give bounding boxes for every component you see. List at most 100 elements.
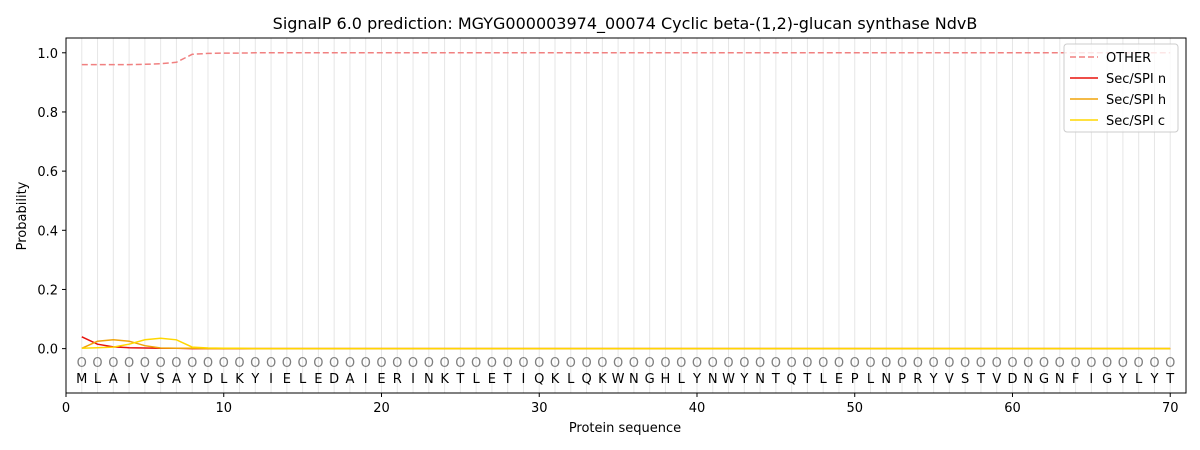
- sequence-letter: L: [299, 372, 307, 387]
- region-marker: O: [928, 356, 938, 371]
- sequence-letter: G: [1102, 372, 1112, 387]
- region-marker: O: [203, 356, 213, 371]
- sequence-letter: G: [1039, 372, 1049, 387]
- region-marker: O: [960, 356, 970, 371]
- region-marker: O: [424, 356, 434, 371]
- legend: OTHER Sec/SPI n Sec/SPI h Sec/SPI c: [1063, 43, 1179, 133]
- region-marker: O: [566, 356, 576, 371]
- x-tick-label: 20: [373, 401, 390, 416]
- region-marker: O: [392, 356, 402, 371]
- region-marker: O: [613, 356, 623, 371]
- series-line-2: [81, 339, 1171, 350]
- region-marker: O: [171, 356, 181, 371]
- x-tick-label: 70: [1162, 401, 1179, 416]
- sequence-letter: I: [522, 372, 526, 387]
- sequence-letter: E: [488, 372, 496, 387]
- sequence-letter: L: [473, 372, 481, 387]
- sequence-letter: I: [364, 372, 368, 387]
- sequence-letter: I: [411, 372, 415, 387]
- series-line-0: [81, 52, 1171, 66]
- sequence-letter: L: [867, 372, 875, 387]
- region-marker: O: [771, 356, 781, 371]
- legend-label: Sec/SPI n: [1106, 72, 1166, 87]
- x-tick-label: 0: [62, 401, 70, 416]
- sequence-letter: A: [172, 372, 181, 387]
- x-tick-label: 40: [689, 401, 706, 416]
- region-marker: O: [92, 356, 102, 371]
- y-tick-label: 0.6: [37, 165, 58, 180]
- sequence-letter: E: [377, 372, 385, 387]
- region-marker: O: [439, 356, 449, 371]
- sequence-letter: Q: [534, 372, 544, 387]
- region-marker: O: [1102, 356, 1112, 371]
- sequence-letter: A: [345, 372, 354, 387]
- region-marker: O: [298, 356, 308, 371]
- region-marker: O: [471, 356, 481, 371]
- sequence-letter: M: [76, 372, 87, 387]
- sequence-letter: T: [802, 372, 811, 387]
- region-marker: O: [897, 356, 907, 371]
- sequence-letter: Q: [787, 372, 797, 387]
- sequence-letter: F: [1072, 372, 1079, 387]
- sequence-letter: P: [898, 372, 906, 387]
- sequence-letter: Y: [929, 372, 938, 387]
- region-marker: O: [723, 356, 733, 371]
- x-tick-label: 30: [531, 401, 548, 416]
- sequence-letter: Y: [187, 372, 196, 387]
- x-tick-label: 10: [215, 401, 232, 416]
- sequence-letter: I: [1089, 372, 1093, 387]
- plot-frame: [65, 37, 1187, 394]
- sequence-letter: V: [945, 372, 954, 387]
- region-marker: O: [818, 356, 828, 371]
- region-marker: O: [1070, 356, 1080, 371]
- region-marker: O: [597, 356, 607, 371]
- sequence-letter: P: [851, 372, 859, 387]
- chart-title: SignalP 6.0 prediction: MGYG000003974_00…: [273, 14, 978, 34]
- region-marker: O: [1007, 356, 1017, 371]
- sequence-letter: L: [220, 372, 228, 387]
- sequence-letter: E: [314, 372, 322, 387]
- sequence-letter: L: [820, 372, 828, 387]
- x-tick-label: 60: [1004, 401, 1021, 416]
- sequence-letter: Y: [250, 372, 259, 387]
- sequence-letter: H: [661, 372, 671, 387]
- sequence-letter: K: [551, 372, 560, 387]
- sequence-letter: Y: [692, 372, 701, 387]
- region-marker: O: [1134, 356, 1144, 371]
- region-marker: O: [345, 356, 355, 371]
- legend-label: Sec/SPI c: [1106, 114, 1165, 129]
- sequence-letter: K: [598, 372, 607, 387]
- sequence-letter: N: [708, 372, 718, 387]
- region-marker: O: [865, 356, 875, 371]
- region-marker: O: [944, 356, 954, 371]
- series-line-1: [81, 336, 1171, 350]
- sequence-letter: D: [1007, 372, 1017, 387]
- sequence-letter: S: [961, 372, 969, 387]
- sequence-letter: D: [203, 372, 213, 387]
- x-axis-label: Protein sequence: [569, 421, 681, 436]
- x-axis-ticks: 0 10 20 30 40 50 60 70: [62, 393, 1179, 416]
- sequence-letter: R: [393, 372, 402, 387]
- region-marker: O: [1165, 356, 1175, 371]
- sequence-letter: W: [612, 372, 625, 387]
- sequence-letter: V: [992, 372, 1001, 387]
- sequence-letter: N: [1023, 372, 1033, 387]
- region-marker: O: [140, 356, 150, 371]
- region-marker: O: [487, 356, 497, 371]
- sequence-letter: V: [140, 372, 149, 387]
- sequence-letter: T: [771, 372, 780, 387]
- region-marker: O: [219, 356, 229, 371]
- region-marker: O: [992, 356, 1002, 371]
- sequence-letter: I: [269, 372, 273, 387]
- region-marker: O: [376, 356, 386, 371]
- sequence-letter: E: [283, 372, 291, 387]
- region-marker: O: [1086, 356, 1096, 371]
- sequence-letter: S: [157, 372, 165, 387]
- region-marker: O: [708, 356, 718, 371]
- y-axis-label: Probability: [15, 181, 30, 250]
- sequence-letter: T: [503, 372, 512, 387]
- sequence-letter: T: [1165, 372, 1174, 387]
- y-tick-label: 0.2: [37, 283, 58, 298]
- sequence-letter: T: [976, 372, 985, 387]
- region-marker: O: [645, 356, 655, 371]
